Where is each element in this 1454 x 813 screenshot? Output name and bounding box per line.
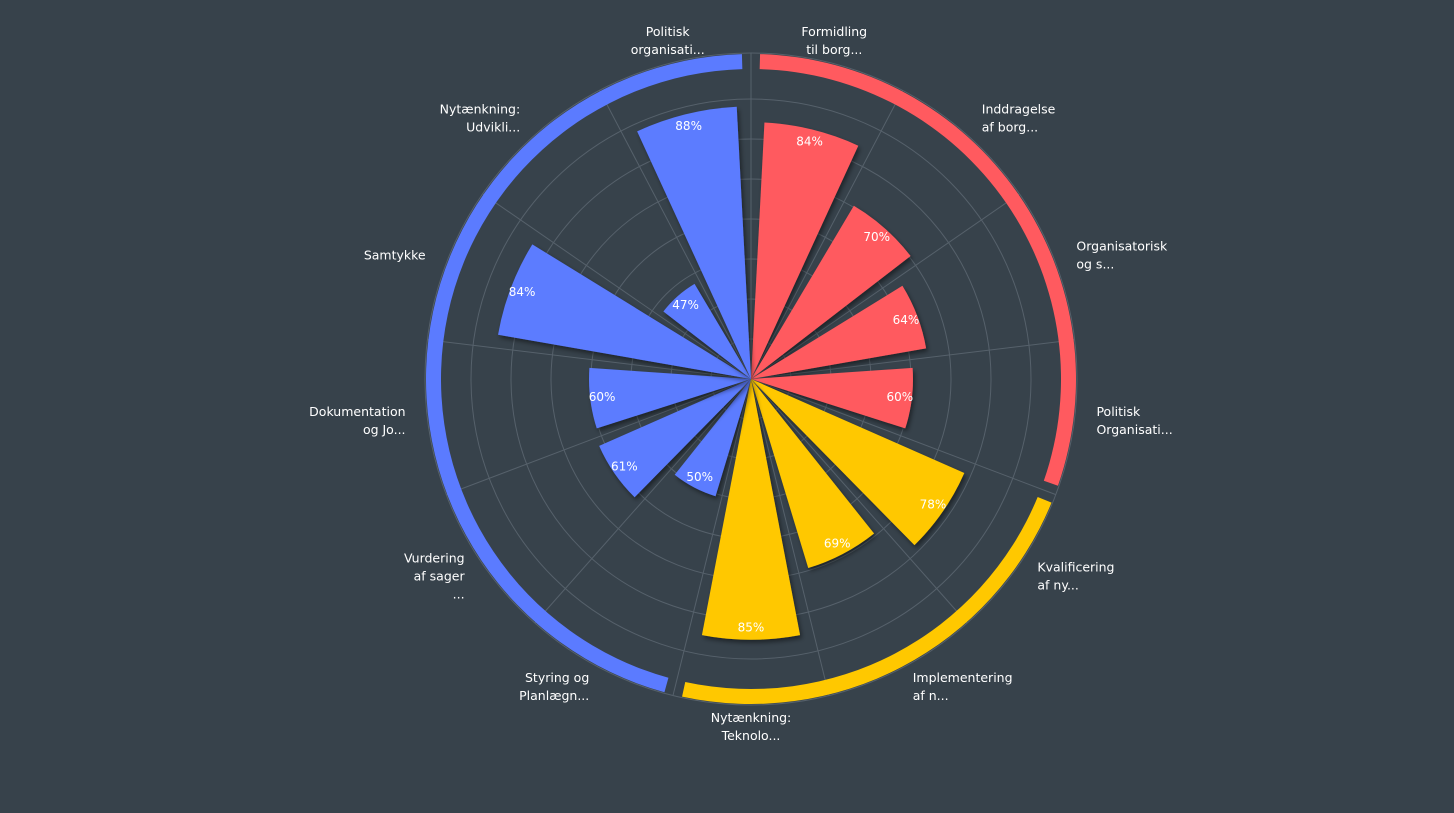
category-label: Styring og Planlægn... [519, 670, 589, 703]
category-label-line: Teknolo... [721, 728, 781, 743]
bar [599, 379, 751, 498]
value-label: 60% [887, 390, 914, 404]
bars [498, 106, 965, 640]
value-label: 69% [824, 536, 851, 550]
category-label: Politisk organisati... [631, 24, 705, 57]
bar [663, 283, 751, 379]
grid-spoke [750, 339, 1075, 380]
category-label-line: Planlægn... [519, 688, 589, 703]
category-label: Nytænkning: Teknolo... [711, 710, 792, 743]
category-label-line: Vurdering [404, 551, 465, 566]
category-label: Inddragelse af borg... [982, 102, 1056, 135]
value-label: 50% [686, 470, 713, 484]
bar [751, 285, 927, 379]
category-label-line: af ny... [1037, 578, 1079, 593]
category-label-line: organisati... [631, 42, 705, 57]
category-label-line: Organisati... [1096, 422, 1172, 437]
category-label: Samtykke [364, 248, 426, 263]
value-label: 60% [589, 390, 616, 404]
category-label: Nytænkning: Udvikli... [440, 102, 521, 135]
grid-spoke [750, 378, 830, 696]
category-label-line: Inddragelse [982, 102, 1056, 117]
value-label: 84% [796, 134, 823, 148]
category-label-line: af borg... [982, 120, 1038, 135]
category-label: Dokumentation og Jo... [309, 404, 405, 437]
category-label-line: Organisatorisk [1076, 239, 1168, 254]
bar [751, 367, 913, 429]
value-label: 85% [738, 621, 765, 635]
category-label-line: af sager [414, 569, 466, 584]
category-label-line: Politisk [1096, 404, 1141, 419]
category-label-line: og Jo... [363, 422, 406, 437]
category-label-line: Dokumentation [309, 404, 405, 419]
grid-spoke [446, 378, 752, 496]
category-label-line: Nytænkning: [711, 710, 792, 725]
value-label: 84% [509, 285, 536, 299]
bar [751, 379, 875, 569]
category-label-line: til borg... [806, 42, 862, 57]
grid-spoke [750, 378, 1056, 496]
bar [751, 379, 965, 546]
bar [751, 205, 911, 379]
category-label-line: Politisk [646, 24, 691, 39]
category-label: Organisatorisk og s... [1076, 239, 1168, 272]
category-label: Formidling til borg... [801, 24, 867, 57]
bar [701, 379, 801, 640]
bar [637, 106, 751, 380]
group-ring-arc [682, 496, 1052, 704]
bar [751, 122, 859, 379]
grid-spoke [672, 378, 752, 696]
category-label-line: Nytænkning: [440, 102, 521, 117]
value-label: 70% [863, 230, 890, 244]
category-label: Politisk Organisati... [1096, 404, 1172, 437]
category-labels: Formidling til borg... Inddragelse af borg.… [309, 24, 1173, 743]
group-ring [426, 54, 1076, 704]
grid-spoke [427, 339, 752, 380]
category-label-line: Kvalificering [1037, 560, 1114, 575]
category-label-line: Formidling [801, 24, 867, 39]
value-label: 78% [920, 498, 947, 512]
category-label-line: Styring og [525, 670, 589, 685]
category-label-line: ... [453, 587, 465, 602]
grid-spoke [750, 90, 903, 380]
bar [589, 367, 751, 429]
grid-spoke [534, 378, 752, 624]
category-label-line: Implementering [913, 670, 1013, 685]
category-label-line: og s... [1076, 257, 1114, 272]
category-label: Implementering af n... [913, 670, 1013, 703]
category-label-line: Samtykke [364, 248, 426, 263]
value-label: 47% [672, 298, 699, 312]
value-label: 64% [893, 313, 920, 327]
category-label: Vurdering af sager... [404, 551, 465, 602]
category-label-line: Udvikli... [466, 120, 520, 135]
grid-spoke [750, 193, 1020, 380]
bar [498, 244, 751, 379]
grid-spoke [482, 193, 752, 380]
bar [674, 379, 751, 497]
grid-spoke [599, 90, 752, 380]
category-label: Kvalificering af ny... [1037, 560, 1114, 593]
grid-spoke [750, 378, 968, 624]
value-labels: 84% 70% 64% 60% 78% 69% 85% 50% 61% 60% 84% 47% 88% [509, 119, 947, 635]
value-label: 61% [611, 459, 638, 473]
category-label-line: af n... [913, 688, 949, 703]
value-label: 88% [675, 119, 702, 133]
